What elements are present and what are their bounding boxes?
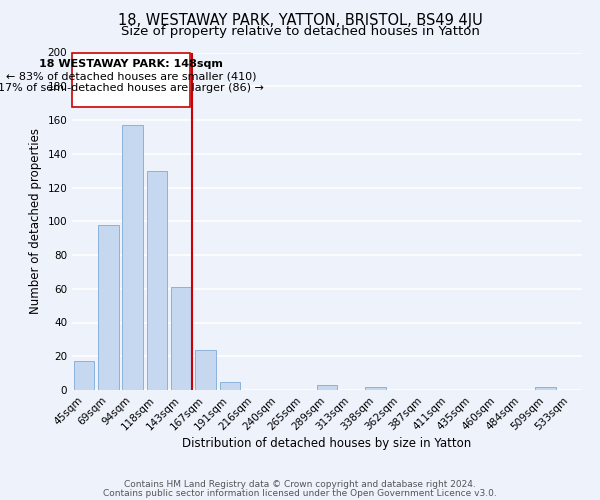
Text: Size of property relative to detached houses in Yatton: Size of property relative to detached ho… (121, 25, 479, 38)
Bar (98, 224, 119, 390)
Bar (146, 170, 167, 390)
Text: ← 83% of detached houses are smaller (410): ← 83% of detached houses are smaller (41… (6, 71, 256, 81)
Bar (74, 362, 94, 390)
Y-axis label: Number of detached properties: Number of detached properties (29, 128, 42, 314)
Text: 18, WESTAWAY PARK, YATTON, BRISTOL, BS49 4JU: 18, WESTAWAY PARK, YATTON, BRISTOL, BS49… (118, 12, 482, 28)
Text: 17% of semi-detached houses are larger (86) →: 17% of semi-detached houses are larger (… (0, 83, 264, 93)
Bar (365, 386, 386, 390)
X-axis label: Distribution of detached houses by size in Yatton: Distribution of detached houses by size … (182, 438, 472, 450)
Bar (122, 125, 143, 390)
FancyBboxPatch shape (72, 52, 190, 106)
Text: Contains HM Land Registry data © Crown copyright and database right 2024.: Contains HM Land Registry data © Crown c… (124, 480, 476, 489)
Bar (220, 382, 240, 390)
Text: Contains public sector information licensed under the Open Government Licence v3: Contains public sector information licen… (103, 489, 497, 498)
Bar (317, 385, 337, 390)
Bar (171, 287, 191, 390)
Text: 18 WESTAWAY PARK: 148sqm: 18 WESTAWAY PARK: 148sqm (39, 59, 223, 69)
Bar (195, 350, 216, 390)
Bar (535, 386, 556, 390)
